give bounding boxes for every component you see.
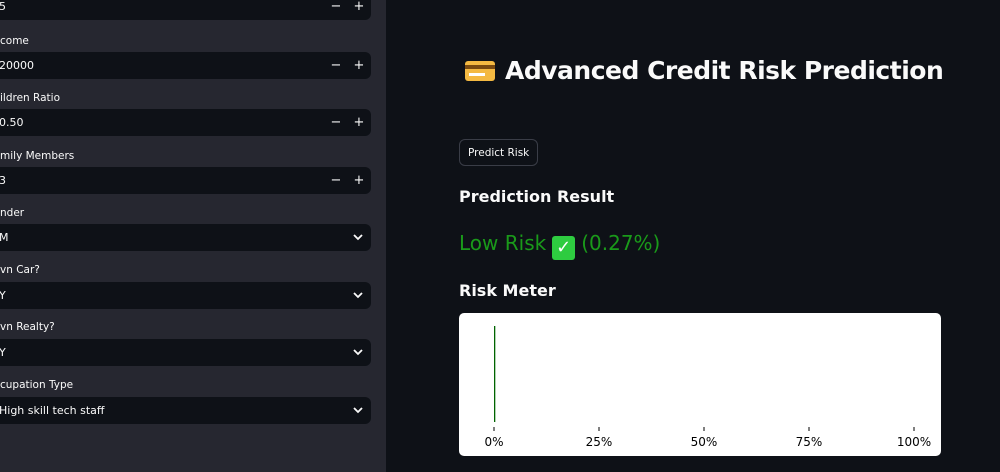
plus-icon[interactable]: + <box>353 115 365 130</box>
chevron-down-icon[interactable] <box>353 282 363 309</box>
field-value: 20000 <box>0 59 34 72</box>
risk-percentage: (0.27%) <box>581 231 661 255</box>
minus-icon[interactable]: − <box>330 115 342 130</box>
x-tick-label: 0% <box>484 435 503 449</box>
prediction-result: Low Risk ✓ (0.27%) <box>459 231 660 260</box>
field-label: ildren Ratio <box>0 92 60 104</box>
predict-risk-button[interactable]: Predict Risk <box>459 139 539 166</box>
x-tick-label: 75% <box>796 435 823 449</box>
plus-icon[interactable]: + <box>353 58 365 73</box>
field-value: Y <box>0 346 6 359</box>
number-input[interactable]: 3 − + <box>0 167 371 194</box>
field-value: 3 <box>0 174 6 187</box>
number-input[interactable]: 0.50 − + <box>0 109 371 136</box>
x-tick-label: 100% <box>897 435 931 449</box>
main-content: Advanced Credit Risk Prediction Predict … <box>386 0 1000 472</box>
sidebar: 5− + come 20000− + ildren Ratio 0.50− + mily Mem… <box>0 0 386 472</box>
check-mark-button-icon: ✓ <box>552 236 576 260</box>
field-value: M <box>0 231 9 244</box>
select-input[interactable]: High skill tech staff <box>0 397 371 424</box>
number-input[interactable]: 5 − + <box>0 0 371 20</box>
page-title-text: Advanced Credit Risk Prediction <box>505 56 944 85</box>
field-label: nder <box>0 207 25 219</box>
field-label: mily Members <box>0 150 75 162</box>
risk-meter-heading: Risk Meter <box>459 281 556 300</box>
field-label: vn Realty? <box>0 321 55 333</box>
field-label: vn Car? <box>0 264 40 276</box>
field-value: 5 <box>0 0 6 13</box>
credit-card-icon <box>465 61 495 81</box>
field-value: Y <box>0 289 6 302</box>
minus-icon[interactable]: − <box>330 173 342 188</box>
x-tick-label: 25% <box>586 435 613 449</box>
field-value: High skill tech staff <box>0 404 105 417</box>
field-label: cupation Type <box>0 379 74 391</box>
chevron-down-icon[interactable] <box>353 339 363 366</box>
prediction-result-heading: Prediction Result <box>459 187 615 206</box>
x-tick-label: 50% <box>691 435 718 449</box>
risk-label: Low Risk <box>459 231 547 255</box>
select-input[interactable]: Y <box>0 282 371 309</box>
minus-icon[interactable]: − <box>330 58 342 73</box>
risk-bar <box>494 326 496 422</box>
select-input[interactable]: Y <box>0 339 371 366</box>
field-label: come <box>0 35 29 47</box>
number-input[interactable]: 20000 − + <box>0 52 371 79</box>
chevron-down-icon[interactable] <box>353 397 363 424</box>
plus-icon[interactable]: + <box>353 173 365 188</box>
minus-icon[interactable]: − <box>330 0 342 14</box>
chevron-down-icon[interactable] <box>353 224 363 251</box>
page-title: Advanced Credit Risk Prediction <box>465 56 944 85</box>
select-input[interactable]: M <box>0 224 371 251</box>
risk-meter-chart: 0% 25% 50% 75% 100% <box>459 313 941 456</box>
field-value: 0.50 <box>0 116 24 129</box>
plus-icon[interactable]: + <box>353 0 365 14</box>
risk-meter-svg: 0% 25% 50% 75% 100% <box>484 326 931 449</box>
